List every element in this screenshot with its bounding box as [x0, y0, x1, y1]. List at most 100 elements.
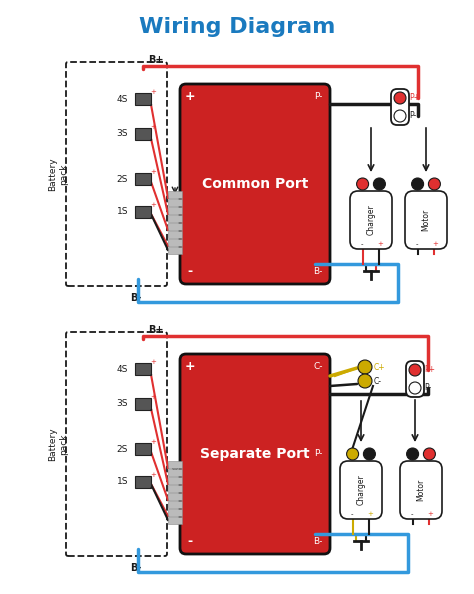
Text: B-: B- — [130, 293, 142, 303]
Text: P-: P- — [314, 92, 322, 101]
FancyBboxPatch shape — [135, 93, 151, 105]
Text: +: + — [185, 90, 195, 103]
Text: 1S: 1S — [117, 478, 128, 486]
Text: B+: B+ — [148, 55, 164, 65]
Text: -: - — [150, 484, 153, 490]
Text: 4S: 4S — [117, 94, 128, 103]
FancyBboxPatch shape — [405, 191, 447, 249]
FancyBboxPatch shape — [135, 363, 151, 375]
Text: -: - — [150, 371, 153, 377]
Text: Charger: Charger — [366, 204, 375, 235]
Text: 1S: 1S — [117, 207, 128, 216]
FancyBboxPatch shape — [168, 501, 182, 508]
Text: +: + — [432, 241, 438, 247]
Circle shape — [374, 178, 385, 190]
Text: 3S: 3S — [117, 129, 128, 138]
Text: B-: B- — [130, 563, 142, 573]
Text: Battery
pack: Battery pack — [48, 157, 68, 191]
Text: -: - — [361, 241, 363, 247]
Text: +: + — [367, 511, 373, 517]
Text: -: - — [350, 511, 353, 517]
Text: -: - — [150, 451, 153, 457]
Text: Common Port: Common Port — [202, 177, 308, 191]
Text: Separate Port: Separate Port — [200, 447, 310, 461]
FancyBboxPatch shape — [168, 247, 182, 254]
Text: P-: P- — [409, 112, 416, 121]
Circle shape — [423, 448, 436, 460]
FancyBboxPatch shape — [135, 443, 151, 455]
Circle shape — [394, 92, 406, 104]
FancyBboxPatch shape — [350, 191, 392, 249]
FancyBboxPatch shape — [180, 354, 330, 554]
Text: -: - — [150, 136, 153, 142]
FancyBboxPatch shape — [135, 398, 151, 410]
FancyBboxPatch shape — [135, 206, 151, 218]
Text: -: - — [150, 101, 153, 107]
Text: -: - — [150, 181, 153, 187]
FancyBboxPatch shape — [180, 84, 330, 284]
Text: -: - — [416, 241, 418, 247]
FancyBboxPatch shape — [168, 231, 182, 238]
FancyBboxPatch shape — [168, 477, 182, 484]
Text: 2S: 2S — [117, 175, 128, 184]
Circle shape — [358, 360, 372, 374]
FancyBboxPatch shape — [168, 199, 182, 206]
FancyBboxPatch shape — [168, 239, 182, 246]
FancyBboxPatch shape — [168, 461, 182, 468]
Text: B-: B- — [313, 537, 323, 546]
FancyBboxPatch shape — [168, 485, 182, 492]
FancyBboxPatch shape — [340, 461, 382, 519]
Text: B+: B+ — [148, 325, 164, 335]
Text: +: + — [150, 169, 156, 175]
Text: Battery
pack: Battery pack — [48, 427, 68, 461]
FancyBboxPatch shape — [135, 476, 151, 488]
Circle shape — [409, 364, 421, 376]
Text: 4S: 4S — [117, 365, 128, 374]
Text: +: + — [150, 124, 156, 130]
Circle shape — [407, 448, 419, 460]
Text: -: - — [150, 214, 153, 220]
Circle shape — [394, 110, 406, 122]
FancyBboxPatch shape — [168, 223, 182, 230]
Text: C-: C- — [374, 377, 382, 386]
Circle shape — [356, 178, 369, 190]
FancyBboxPatch shape — [135, 173, 151, 185]
Text: +: + — [377, 241, 383, 247]
FancyBboxPatch shape — [406, 361, 424, 397]
Text: B-: B- — [313, 267, 323, 276]
FancyBboxPatch shape — [168, 191, 182, 198]
FancyBboxPatch shape — [168, 517, 182, 524]
FancyBboxPatch shape — [168, 493, 182, 500]
Circle shape — [346, 448, 359, 460]
Circle shape — [364, 448, 375, 460]
Text: +: + — [150, 394, 156, 400]
Text: 3S: 3S — [117, 400, 128, 409]
Text: -: - — [410, 511, 413, 517]
Text: C+: C+ — [374, 362, 386, 371]
FancyBboxPatch shape — [391, 89, 409, 125]
Text: -: - — [187, 265, 192, 278]
FancyBboxPatch shape — [168, 207, 182, 214]
Text: +: + — [150, 439, 156, 445]
Text: Motor: Motor — [417, 479, 426, 501]
Text: P+: P+ — [424, 365, 435, 374]
Circle shape — [428, 178, 440, 190]
FancyBboxPatch shape — [400, 461, 442, 519]
Text: -: - — [150, 406, 153, 412]
Text: P-: P- — [424, 384, 431, 393]
Circle shape — [409, 382, 421, 394]
Text: +: + — [427, 511, 433, 517]
Text: Wiring Diagram: Wiring Diagram — [139, 17, 335, 37]
Text: -: - — [187, 535, 192, 548]
Text: Motor: Motor — [421, 209, 430, 231]
FancyBboxPatch shape — [168, 215, 182, 222]
Text: +: + — [150, 359, 156, 365]
Text: C-: C- — [313, 362, 323, 371]
Text: Charger: Charger — [356, 475, 365, 505]
FancyBboxPatch shape — [168, 469, 182, 476]
Text: 2S: 2S — [117, 444, 128, 453]
Text: +: + — [150, 89, 156, 95]
FancyBboxPatch shape — [168, 509, 182, 516]
Text: +: + — [185, 360, 195, 373]
Text: +: + — [150, 202, 156, 208]
